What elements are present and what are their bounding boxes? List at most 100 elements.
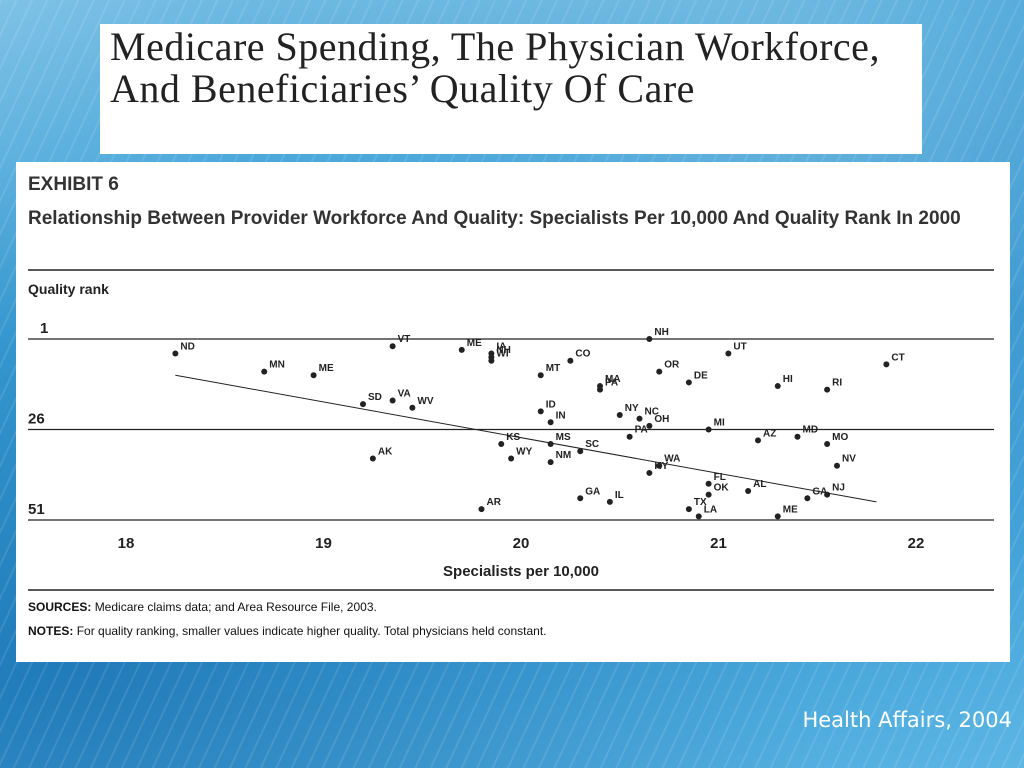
point-label: NJ xyxy=(832,483,845,494)
point-label: KS xyxy=(506,432,520,443)
data-point-ga xyxy=(804,495,811,502)
data-point-me xyxy=(774,513,781,520)
point-label: LA xyxy=(704,504,717,515)
point-label: MD xyxy=(803,425,819,436)
y-axis-label: Quality rank xyxy=(28,281,109,297)
data-point-nm xyxy=(547,459,554,466)
point-label: OK xyxy=(714,483,730,494)
data-point-mo xyxy=(824,440,831,447)
point-label: AK xyxy=(378,446,393,457)
point-label: MN xyxy=(269,360,285,371)
point-label: VA xyxy=(398,389,411,400)
data-point-ky xyxy=(646,469,653,476)
data-point-mt xyxy=(537,372,544,379)
y-tick-label: 51 xyxy=(28,501,45,518)
data-point-az xyxy=(755,437,761,444)
data-point-in xyxy=(547,419,554,426)
x-axis-label: Specialists per 10,000 xyxy=(443,563,599,580)
point-label: WV xyxy=(417,396,433,407)
data-point-ct xyxy=(883,361,890,368)
notes-line: NOTES: For quality ranking, smaller valu… xyxy=(28,624,547,638)
point-label: AZ xyxy=(763,428,776,439)
point-label: WA xyxy=(664,454,680,465)
point-label: RI xyxy=(832,378,842,389)
data-point-fl xyxy=(705,480,712,487)
slide-title: Medicare Spending, The Physician Workfor… xyxy=(110,24,880,111)
point-label: SC xyxy=(585,439,599,450)
data-point-nj xyxy=(824,491,831,498)
point-label: ME xyxy=(467,338,482,349)
scatter-chart: Quality rank 1 26 51 18 19 20 21 22 Specialists p… xyxy=(28,269,994,591)
data-point-il xyxy=(606,498,613,505)
point-label: MA xyxy=(605,374,621,385)
point-label: CT xyxy=(891,352,904,363)
point-label: VT xyxy=(398,334,411,345)
point-label: ME xyxy=(319,363,334,374)
data-point-al xyxy=(745,488,752,495)
source-credit: Health Affairs, 2004 xyxy=(802,708,1012,732)
data-point-nd xyxy=(172,350,179,357)
data-point-ar xyxy=(478,506,485,513)
point-label: NM xyxy=(556,450,572,461)
point-label: SD xyxy=(368,392,382,403)
point-label: TX xyxy=(694,497,707,508)
data-point-ri xyxy=(824,386,831,393)
data-point-sc xyxy=(577,448,584,455)
point-label: ND xyxy=(180,341,194,352)
point-label: AL xyxy=(753,479,766,490)
exhibit-title: Relationship Between Provider Workforce … xyxy=(28,208,961,229)
data-point-nc xyxy=(636,415,643,422)
point-label: FL xyxy=(714,472,726,483)
notes-text: For quality ranking, smaller values indi… xyxy=(76,624,547,638)
point-label: ME xyxy=(783,504,798,515)
data-point-oh xyxy=(646,422,653,429)
point-label: NV xyxy=(842,454,856,465)
data-point-md xyxy=(794,433,801,440)
point-label: NY xyxy=(625,403,639,414)
data-point-mn xyxy=(261,368,268,375)
point-label: MT xyxy=(546,363,560,374)
data-point-wa xyxy=(656,462,663,469)
point-label: OR xyxy=(664,360,680,371)
data-point-ga xyxy=(577,495,584,502)
data-point-pa xyxy=(626,433,633,440)
x-tick-label: 18 xyxy=(118,535,135,552)
data-point-me xyxy=(458,346,465,353)
data-point-va xyxy=(389,397,396,404)
point-label: PA xyxy=(635,425,648,436)
notes-label: NOTES: xyxy=(28,624,74,638)
data-point-wv xyxy=(409,404,416,411)
figure-panel: EXHIBIT 6 Relationship Between Provider … xyxy=(16,162,1010,662)
point-label: NH xyxy=(496,345,510,356)
data-point-vt xyxy=(389,343,396,350)
point-label: NH xyxy=(654,327,668,338)
data-point-me xyxy=(310,372,317,379)
point-label: GA xyxy=(812,486,827,497)
sources-label: SOURCES: xyxy=(28,600,92,614)
sources-line: SOURCES: Medicare claims data; and Area … xyxy=(28,600,377,614)
point-label: IA xyxy=(496,341,506,352)
data-point-mi xyxy=(705,426,712,433)
data-point-ks xyxy=(498,440,505,447)
point-label: MO xyxy=(832,432,848,443)
data-point-co xyxy=(567,357,574,364)
data-point-ok xyxy=(705,491,712,498)
trend-line xyxy=(175,374,877,503)
point-label: DE xyxy=(694,370,708,381)
slide-title-box: Medicare Spending, The Physician Workfor… xyxy=(100,24,922,154)
y-tick-label: 1 xyxy=(40,320,48,337)
data-point-sd xyxy=(360,401,366,408)
x-tick-label: 22 xyxy=(908,535,925,552)
point-label: UT xyxy=(733,341,746,352)
data-point-hi xyxy=(774,383,781,390)
point-label: HI xyxy=(783,374,793,385)
point-label: IN xyxy=(556,410,566,421)
exhibit-label: EXHIBIT 6 xyxy=(28,174,119,195)
data-point-de xyxy=(685,379,692,386)
data-point-wi xyxy=(488,357,495,364)
data-point-pa xyxy=(597,386,603,393)
point-label: AR xyxy=(487,497,502,508)
data-point-or xyxy=(656,368,663,375)
point-label: IL xyxy=(615,490,624,501)
point-label: ID xyxy=(546,399,556,410)
